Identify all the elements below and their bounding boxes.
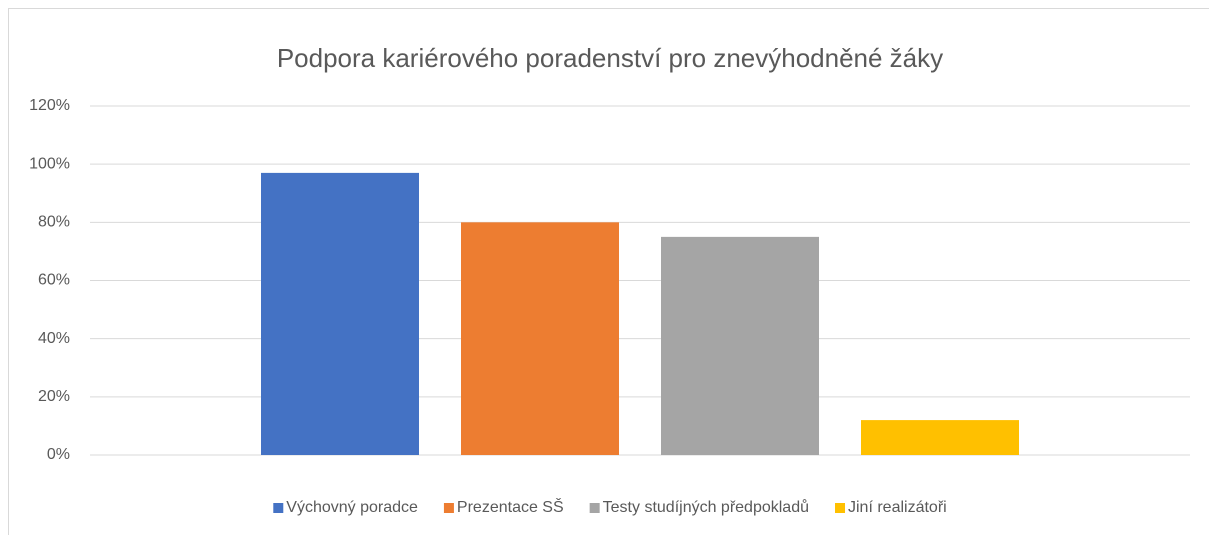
y-tick-label: 100% (29, 155, 70, 172)
legend-label: Jiní realizátoři (848, 499, 947, 516)
bar (461, 222, 619, 455)
bar (661, 236, 819, 455)
legend-swatch (443, 503, 454, 513)
legend-swatch (273, 503, 284, 513)
y-tick-label: 80% (38, 214, 70, 231)
bar (861, 420, 1019, 455)
y-tick-label: 0% (47, 446, 70, 463)
y-tick-label: 120% (29, 97, 70, 114)
y-tick-label: 60% (38, 272, 70, 289)
chart-title: Podpora kariérového poradenství pro znev… (277, 43, 943, 73)
legend-label: Testy studíjných předpokladů (603, 498, 809, 516)
y-tick-label: 20% (38, 388, 70, 405)
y-tick-label: 40% (38, 330, 70, 347)
legend-label: Výchovný poradce (286, 499, 418, 516)
legend-swatch (835, 503, 846, 513)
legend-label: Prezentace SŠ (457, 497, 564, 516)
legend-swatch (589, 503, 600, 513)
bar (261, 172, 419, 455)
